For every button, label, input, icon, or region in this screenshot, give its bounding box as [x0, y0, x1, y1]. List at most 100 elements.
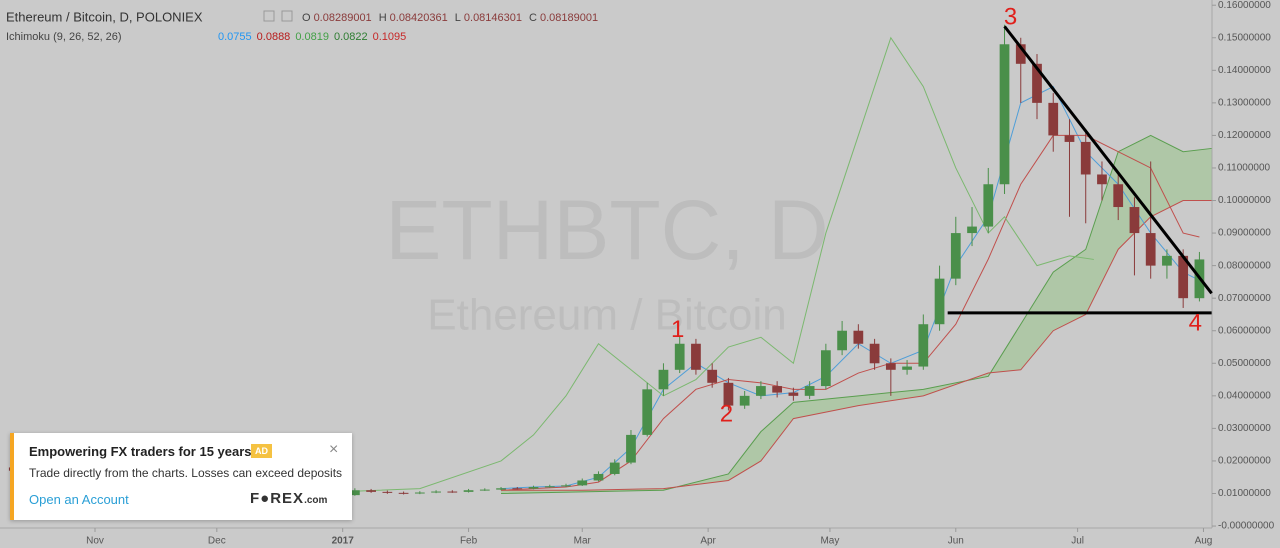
- y-tick-label: 0.06000000: [1218, 325, 1271, 336]
- candle-body: [983, 184, 994, 227]
- annotation: 2: [720, 401, 733, 428]
- x-tick-label: 2017: [332, 536, 355, 547]
- indicator-line: [257, 36, 1094, 496]
- candle-body: [885, 363, 896, 370]
- y-tick-label: 0.11000000: [1218, 163, 1271, 174]
- candle-body: [366, 490, 376, 492]
- indicator-line: [501, 134, 1200, 491]
- candle-body: [918, 324, 929, 367]
- ohlc-label: L: [455, 12, 461, 24]
- candle-body: [512, 488, 523, 490]
- candle-body: [674, 343, 685, 370]
- x-tick-label: Aug: [1195, 536, 1213, 547]
- candle-body: [707, 369, 718, 383]
- candle-body: [609, 462, 620, 474]
- annotation: 1: [671, 316, 684, 343]
- annotation: 3: [1004, 4, 1017, 31]
- y-tick-label: 0.07000000: [1218, 293, 1271, 304]
- candle-body: [626, 434, 636, 463]
- ohlc-label: C: [529, 12, 537, 24]
- y-tick-label: -0.00000000: [1218, 521, 1275, 532]
- ohlc-label: O: [302, 12, 311, 24]
- candle-body: [1032, 63, 1042, 103]
- candle-body: [804, 386, 815, 396]
- ad-panel: Empowering FX traders for 15 years AD × …: [10, 433, 352, 520]
- y-tick-label: 0.02000000: [1218, 456, 1271, 467]
- x-tick-label: Feb: [460, 536, 478, 547]
- ohlc-label: H: [379, 12, 387, 24]
- indicator-name: Ichimoku (9, 26, 52, 26): [6, 31, 122, 43]
- candle-body: [398, 492, 409, 494]
- candle-body: [853, 330, 864, 344]
- y-tick-label: 0.14000000: [1218, 65, 1271, 76]
- candle-body: [479, 489, 490, 491]
- candle-body: [902, 366, 912, 370]
- y-tick-label: 0.04000000: [1218, 390, 1271, 401]
- watermark: ETHBTC, D: [385, 183, 828, 277]
- watermark-subtitle: Ethereum / Bitcoin: [427, 291, 787, 340]
- ad-brand: F●REX.com: [250, 490, 327, 507]
- candle-body: [691, 343, 701, 370]
- candles: [8, 24, 1205, 500]
- ad-link[interactable]: Open an Account: [29, 492, 129, 507]
- ad-badge: AD: [251, 444, 272, 458]
- x-tick-label: May: [820, 536, 839, 547]
- candle-body: [723, 382, 734, 406]
- candle-body: [544, 486, 555, 488]
- y-tick-label: 0.01000000: [1218, 488, 1271, 499]
- x-tick-label: Nov: [86, 536, 104, 547]
- candle-body: [1178, 255, 1189, 299]
- y-tick-label: 0.12000000: [1218, 130, 1271, 141]
- ohlc-value: 0.08420361: [390, 12, 448, 24]
- candle-body: [1015, 44, 1026, 64]
- y-tick-label: 0.09000000: [1218, 228, 1271, 239]
- trendline: [1003, 25, 1213, 295]
- indicator-value: 0.0888: [257, 31, 291, 43]
- candle-body: [463, 490, 474, 492]
- indicator-value: 0.0822: [334, 31, 368, 43]
- candle-body: [431, 491, 441, 493]
- candle-body: [1048, 102, 1059, 136]
- candle-body: [837, 330, 847, 351]
- price-axis: [1212, 0, 1280, 548]
- candle-body: [642, 389, 653, 435]
- candle-body: [561, 485, 571, 487]
- brand-suffix: .com: [304, 495, 328, 506]
- candle-body: [382, 491, 393, 493]
- header-icon[interactable]: [281, 10, 293, 22]
- candle-body: [414, 492, 425, 494]
- candle-body: [1064, 135, 1075, 142]
- candle-body: [528, 486, 539, 489]
- candle-body: [739, 395, 750, 406]
- x-tick-label: Jun: [948, 536, 964, 547]
- y-tick-label: 0.10000000: [1218, 195, 1271, 206]
- chart-title: Ethereum / Bitcoin, D, POLONIEX: [6, 9, 203, 24]
- span-a: [501, 134, 1212, 494]
- y-tick-label: 0.05000000: [1218, 358, 1271, 369]
- candle-body: [756, 386, 766, 396]
- candle-body: [1145, 233, 1156, 266]
- ad-close[interactable]: ×: [329, 441, 339, 458]
- candle-body: [658, 369, 669, 390]
- candle-body: [447, 491, 458, 493]
- candle-body: [999, 44, 1010, 185]
- candle-body: [577, 480, 588, 486]
- candle-body: [1162, 255, 1172, 266]
- candle-body: [593, 473, 604, 481]
- ad-text: Trade directly from the charts. Losses c…: [29, 466, 343, 480]
- candle-body: [788, 392, 799, 396]
- x-tick-label: Jul: [1071, 536, 1084, 547]
- y-tick-label: 0.16000000: [1218, 0, 1271, 11]
- candle-body: [1080, 141, 1091, 175]
- candle-body: [1113, 184, 1124, 208]
- candle-body: [967, 226, 977, 234]
- indicator-value: 0.0819: [295, 31, 329, 43]
- y-tick-label: 0.08000000: [1218, 260, 1271, 271]
- y-tick-label: 0.13000000: [1218, 98, 1271, 109]
- candle-body: [1097, 174, 1107, 185]
- cloud-fill: [501, 135, 1212, 494]
- header-icon[interactable]: [263, 10, 275, 22]
- candle-body: [820, 350, 831, 387]
